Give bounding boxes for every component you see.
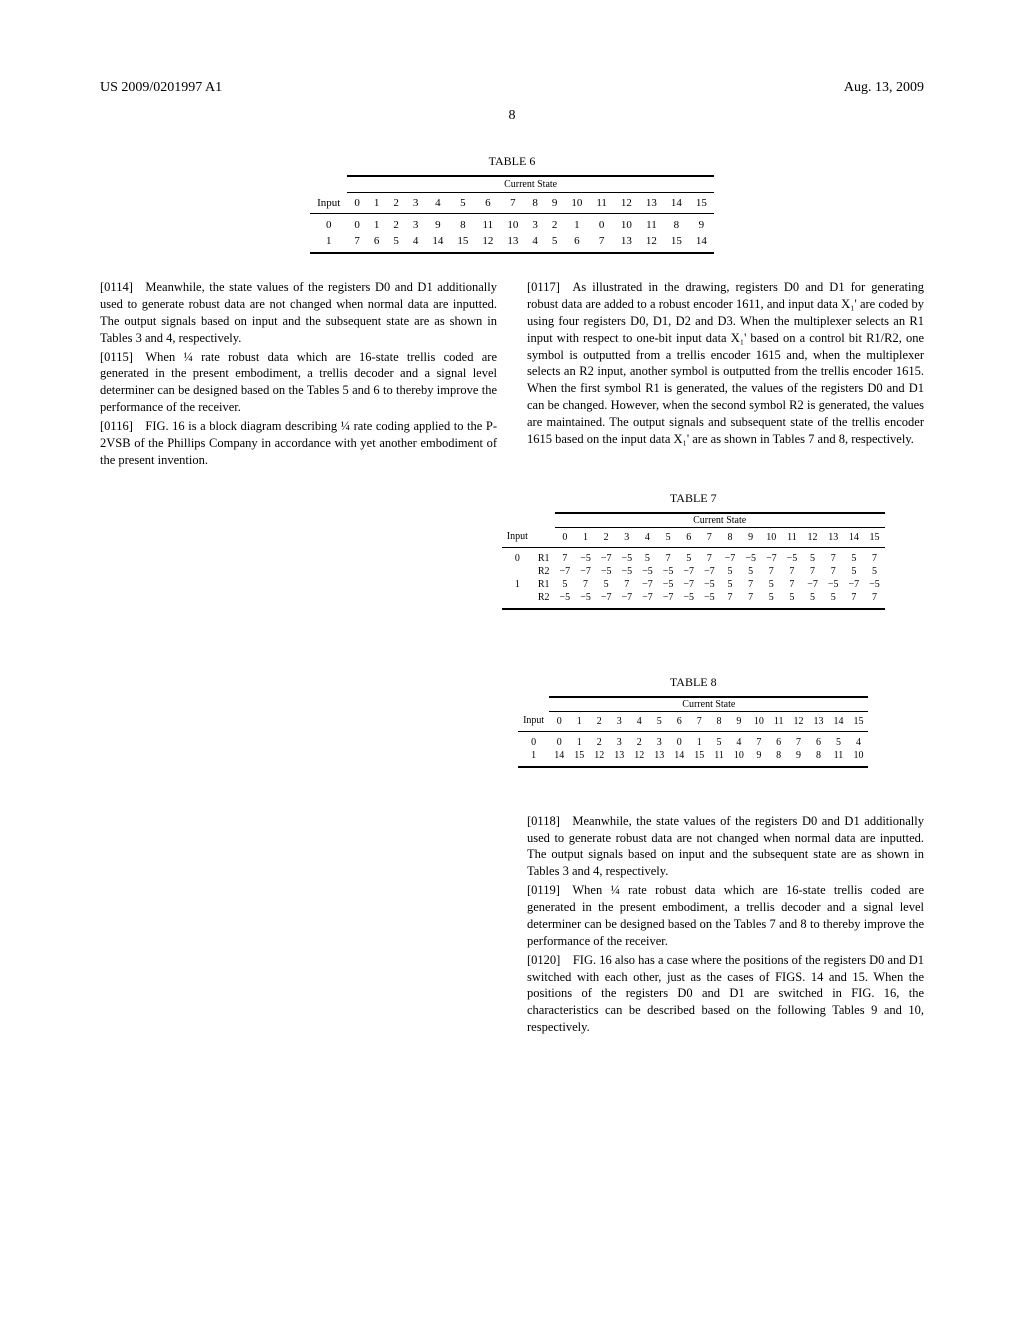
col-right-lower: [0118] Meanwhile, the state values of th… bbox=[527, 813, 924, 1038]
table-6-grid: Current StateInput0123456789101112131415… bbox=[310, 175, 714, 254]
page-header: US 2009/0201997 A1 Aug. 13, 2009 bbox=[100, 80, 924, 96]
table-8-grid: Current StateInput0123456789101112131415… bbox=[518, 696, 868, 768]
table-6-caption: TABLE 6 bbox=[257, 154, 768, 169]
col-right: [0117] As illustrated in the drawing, re… bbox=[527, 279, 924, 471]
table-6: TABLE 6 Current StateInput01234567891011… bbox=[257, 154, 768, 254]
para-0120: [0120] FIG. 16 also has a case where the… bbox=[527, 952, 924, 1036]
col-left-lower bbox=[100, 813, 497, 1038]
para-0114: [0114] Meanwhile, the state values of th… bbox=[100, 279, 497, 347]
table-8: TABLE 8 Current StateInput01234567891011… bbox=[463, 675, 924, 768]
col-left: [0114] Meanwhile, the state values of th… bbox=[100, 279, 497, 471]
patent-page: US 2009/0201997 A1 Aug. 13, 2009 8 TABLE… bbox=[0, 0, 1024, 1078]
text-columns-upper: [0114] Meanwhile, the state values of th… bbox=[100, 279, 924, 471]
right-tables-block-2: TABLE 8 Current StateInput01234567891011… bbox=[463, 675, 924, 768]
table-7-grid: Current StateInput0123456789101112131415… bbox=[502, 512, 885, 610]
pub-date: Aug. 13, 2009 bbox=[844, 80, 924, 96]
para-0117: [0117] As illustrated in the drawing, re… bbox=[527, 279, 924, 448]
table-8-caption: TABLE 8 bbox=[463, 675, 924, 690]
para-0115: [0115] When ¼ rate robust data which are… bbox=[100, 349, 497, 417]
text-columns-lower: [0118] Meanwhile, the state values of th… bbox=[100, 813, 924, 1038]
pub-number: US 2009/0201997 A1 bbox=[100, 80, 222, 96]
table-7-caption: TABLE 7 bbox=[463, 491, 924, 506]
para-0118: [0118] Meanwhile, the state values of th… bbox=[527, 813, 924, 881]
para-0116: [0116] FIG. 16 is a block diagram descri… bbox=[100, 418, 497, 469]
page-number: 8 bbox=[100, 108, 924, 124]
table-7: TABLE 7 Current StateInput01234567891011… bbox=[463, 491, 924, 610]
para-0119: [0119] When ¼ rate robust data which are… bbox=[527, 882, 924, 950]
right-tables-block: TABLE 7 Current StateInput01234567891011… bbox=[463, 491, 924, 610]
